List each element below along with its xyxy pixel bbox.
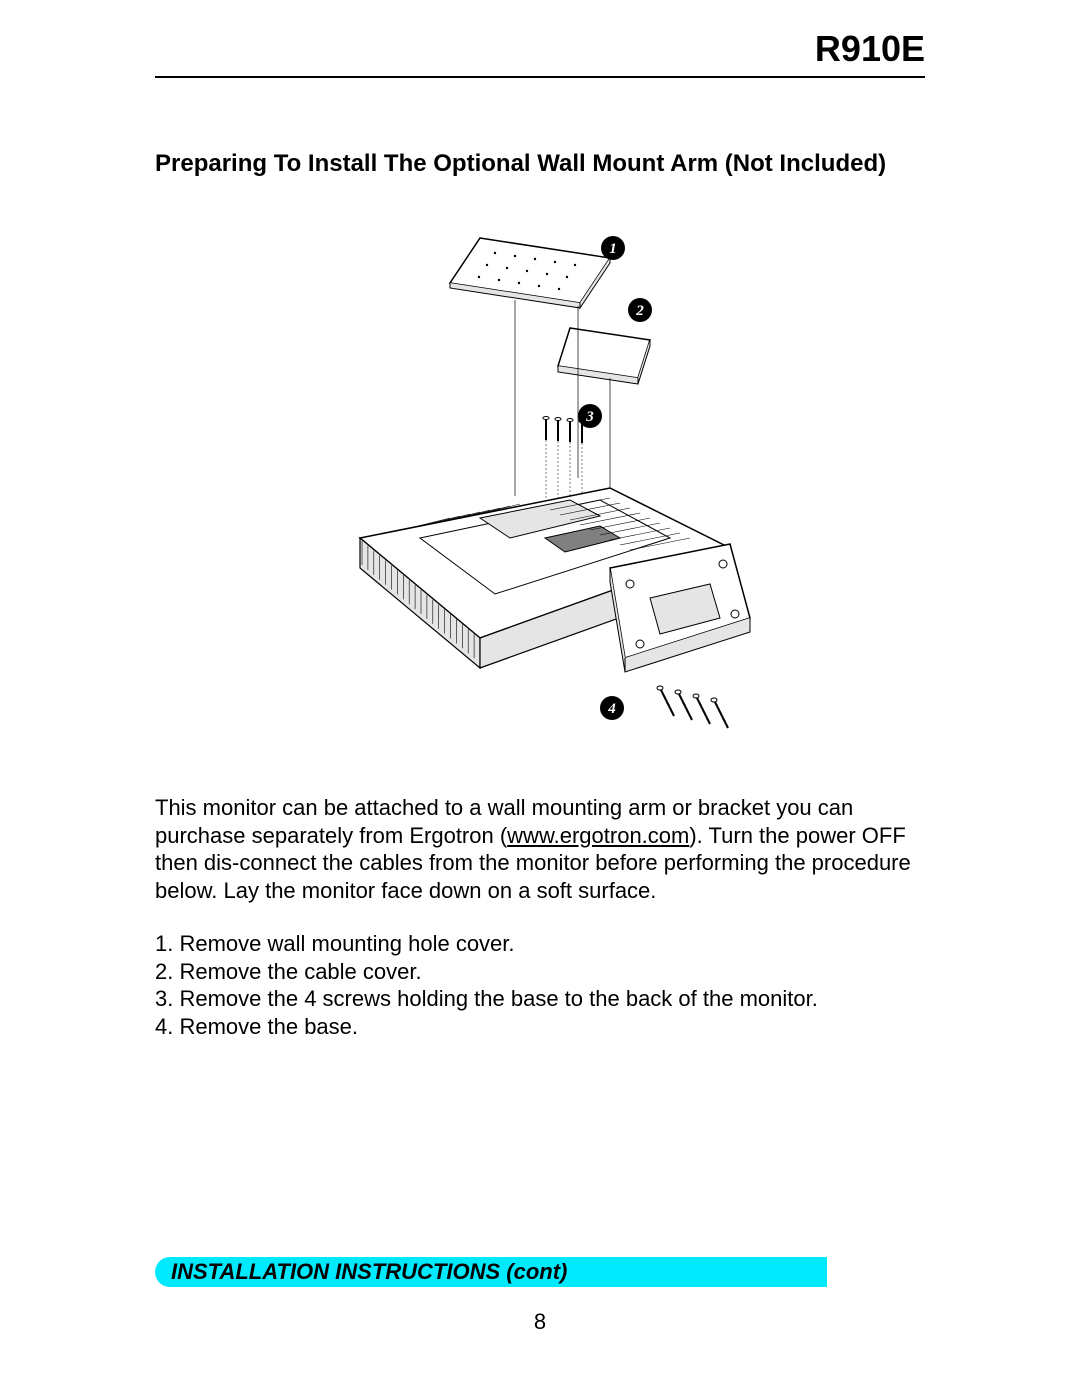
- model-number: R910E: [155, 28, 925, 78]
- section-banner: INSTALLATION INSTRUCTIONS (cont): [155, 1257, 827, 1287]
- step-item: 2. Remove the cable cover.: [155, 958, 925, 986]
- section-title: Preparing To Install The Optional Wall M…: [155, 150, 925, 178]
- svg-text:3: 3: [585, 409, 594, 425]
- exploded-diagram: 1 2 3 4: [155, 218, 925, 738]
- page-number: 8: [0, 1309, 1080, 1335]
- svg-text:4: 4: [607, 701, 616, 717]
- step-item: 1. Remove wall mounting hole cover.: [155, 930, 925, 958]
- svg-text:1: 1: [609, 241, 617, 257]
- step-item: 4. Remove the base.: [155, 1013, 925, 1041]
- steps-list: 1. Remove wall mounting hole cover. 2. R…: [155, 930, 925, 1040]
- ergotron-link[interactable]: www.ergotron.com: [507, 823, 689, 848]
- banner-text: INSTALLATION INSTRUCTIONS (cont): [171, 1259, 567, 1285]
- intro-paragraph: This monitor can be attached to a wall m…: [155, 794, 925, 904]
- svg-text:2: 2: [635, 303, 644, 319]
- step-item: 3. Remove the 4 screws holding the base …: [155, 985, 925, 1013]
